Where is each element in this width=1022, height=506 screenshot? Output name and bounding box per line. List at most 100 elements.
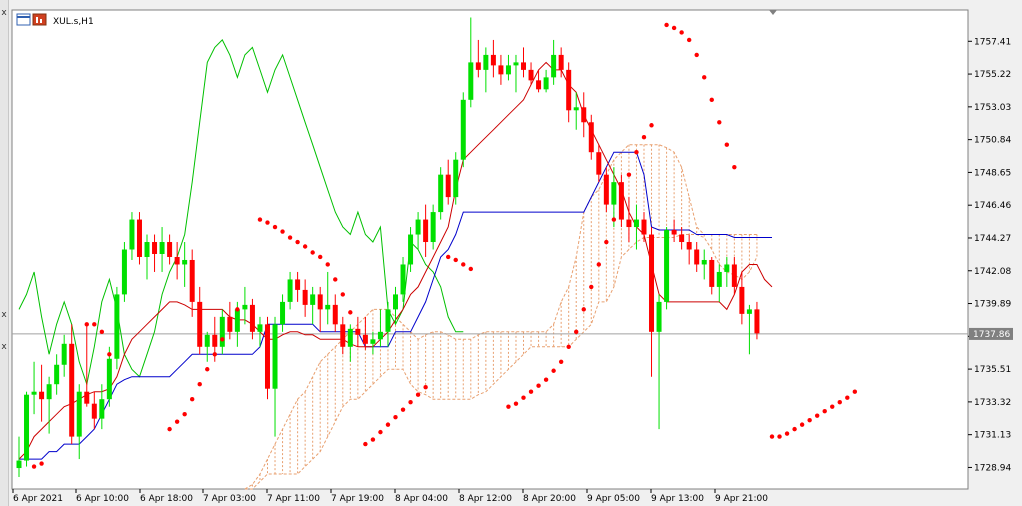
candle — [453, 152, 459, 205]
sar-dot — [220, 337, 225, 342]
candle-body — [558, 54, 564, 70]
sar-dot — [852, 389, 858, 394]
sar-dot — [84, 322, 89, 327]
candle — [551, 39, 557, 85]
candle — [588, 114, 594, 160]
candle-body — [295, 279, 301, 290]
sar-dot — [521, 395, 526, 400]
candle-body — [340, 324, 346, 347]
candle-body — [626, 219, 632, 228]
strip-close-mark[interactable]: x — [1, 310, 7, 320]
candle — [24, 391, 30, 467]
chart-type-icon-bar — [36, 17, 38, 23]
candle — [310, 286, 316, 325]
candle-body — [716, 271, 722, 287]
candle — [16, 436, 22, 478]
candle-body — [536, 80, 542, 90]
sar-dot — [453, 257, 458, 263]
x-tick-label: 7 Apr 03:00 — [203, 494, 256, 504]
sar-dot — [694, 52, 699, 58]
symbol-label: XUL.s,H1 — [53, 17, 94, 27]
y-tick-label: 1733.32 — [974, 398, 1011, 408]
candle-body — [656, 301, 662, 332]
candle-body — [264, 324, 270, 389]
sar-dot — [340, 292, 345, 297]
candle — [543, 69, 549, 93]
sar-dot — [415, 392, 421, 397]
sar-dot — [777, 434, 782, 439]
candle — [129, 212, 135, 260]
candle — [754, 301, 760, 340]
candle — [671, 219, 677, 243]
candle-body — [731, 264, 737, 287]
candle — [566, 62, 572, 123]
candle-body — [182, 259, 188, 265]
candle-body — [596, 152, 602, 175]
candle — [84, 324, 90, 407]
candle-body — [686, 242, 692, 250]
candle — [611, 167, 617, 228]
y-tick-label: 1742.08 — [974, 267, 1011, 277]
candle — [686, 234, 692, 265]
x-tick-label: 7 Apr 11:00 — [267, 494, 320, 504]
sar-dot — [107, 352, 112, 357]
senkou-span-b-line — [244, 234, 758, 490]
sar-dot — [227, 322, 233, 327]
candle — [626, 197, 632, 243]
sar-dot — [92, 322, 97, 327]
sar-dot — [551, 368, 556, 373]
candle — [287, 271, 293, 310]
candle — [204, 331, 210, 362]
candle-body — [99, 399, 105, 419]
candle-body — [393, 294, 398, 310]
candle-body — [69, 343, 75, 437]
candle — [490, 39, 496, 78]
candle — [54, 354, 60, 395]
candle-body — [453, 159, 459, 198]
candle-body — [694, 249, 700, 265]
candle-body — [302, 289, 308, 305]
sar-dot — [566, 344, 571, 349]
y-tick-label: 1757.41 — [974, 37, 1011, 47]
candle — [596, 144, 602, 183]
candle-body — [287, 279, 293, 302]
candle-body — [370, 339, 376, 344]
candle — [317, 286, 323, 332]
candle-body — [724, 264, 730, 272]
candle — [468, 17, 474, 108]
strip-close-mark[interactable]: x — [1, 342, 7, 352]
sar-dot — [536, 383, 541, 388]
candlestick-series — [16, 17, 760, 478]
candle — [302, 279, 308, 317]
candle-body — [423, 219, 429, 243]
x-tick-label: 8 Apr 12:00 — [459, 494, 512, 504]
strip-close-mark[interactable]: x — [1, 8, 7, 18]
candle — [242, 286, 248, 325]
candle-body — [701, 259, 707, 265]
candle-body — [144, 242, 150, 257]
sar-dot — [769, 434, 775, 439]
candle-body — [709, 259, 715, 287]
candle — [182, 242, 188, 287]
candle — [332, 294, 338, 332]
chart-shift-marker[interactable] — [769, 10, 777, 15]
candle-body — [280, 301, 286, 325]
candle-body — [167, 242, 173, 257]
window-icon[interactable] — [16, 13, 31, 26]
sar-dot — [596, 262, 602, 267]
candle — [114, 286, 120, 370]
sar-dot — [370, 437, 376, 442]
candle-body — [212, 334, 218, 347]
y-axis: 1757.41 1755.22 1753.03 1750.84 1748.65 1746.… — [968, 37, 1013, 473]
candle — [528, 62, 534, 85]
candle — [505, 54, 511, 81]
candle-body — [377, 331, 383, 340]
candle-body — [415, 219, 421, 235]
sar-dot — [558, 359, 564, 364]
candle — [355, 316, 361, 347]
y-tick-label: 1750.84 — [974, 136, 1011, 146]
sar-dot — [717, 120, 722, 125]
chart-type-icon[interactable] — [32, 13, 47, 26]
x-tick-label: 8 Apr 04:00 — [395, 494, 448, 504]
